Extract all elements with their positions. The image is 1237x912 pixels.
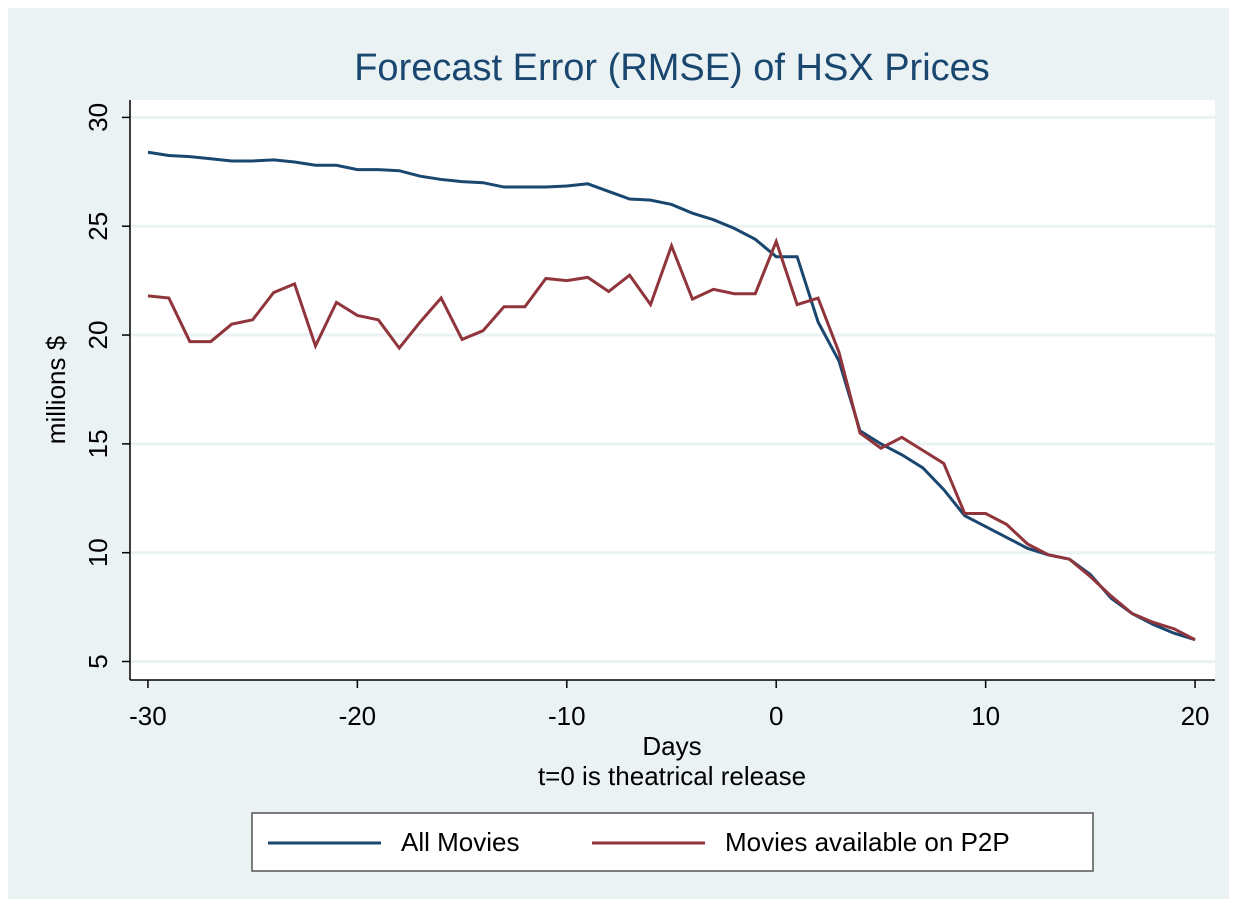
y-tick-label: 20 [83, 321, 113, 350]
x-tick-label: -10 [548, 701, 586, 731]
x-axis-subtitle: t=0 is theatrical release [538, 761, 806, 791]
y-tick-label: 30 [83, 103, 113, 132]
y-tick-label: 5 [83, 654, 113, 668]
x-tick-label: -30 [129, 701, 167, 731]
x-tick-label: 10 [971, 701, 1000, 731]
y-tick-label: 25 [83, 212, 113, 241]
series-line [147, 150, 1196, 642]
y-axis-title: millions $ [41, 335, 71, 444]
chart-title: Forecast Error (RMSE) of HSX Prices [354, 47, 990, 89]
x-tick-label: -20 [339, 701, 377, 731]
legend-label: Movies available on P2P [725, 827, 1010, 857]
x-axis-title: Days [642, 731, 701, 761]
series-line [147, 237, 1196, 642]
legend-label: All Movies [401, 827, 519, 857]
plot-bg [130, 100, 1215, 680]
x-tick-label: 20 [1181, 701, 1210, 731]
legend-box [251, 812, 1094, 872]
x-tick-label: 0 [769, 701, 783, 731]
y-tick-label: 10 [83, 538, 113, 567]
y-tick-label: 15 [83, 429, 113, 458]
